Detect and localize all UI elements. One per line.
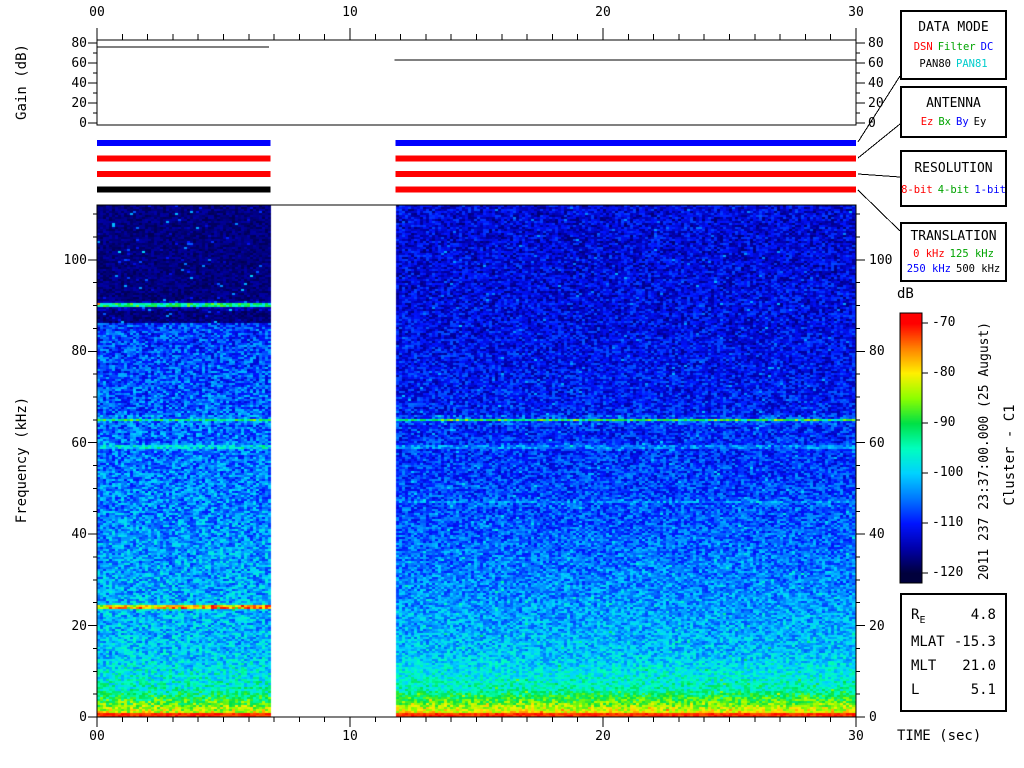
legend-item: 125 kHz bbox=[949, 247, 994, 260]
resolution-panel: RESOLUTION 8-bit 4-bit 1-bit bbox=[900, 150, 1007, 207]
tick-label: 0 bbox=[79, 116, 87, 131]
status-bar-segment-resolution-bar bbox=[395, 171, 856, 177]
translation-row-1: 0 kHz 125 kHz bbox=[913, 248, 994, 260]
tick-label: 80 bbox=[71, 344, 87, 360]
ephemeris-row: L 5.1 bbox=[911, 682, 996, 698]
time-axis-title: TIME (sec) bbox=[897, 728, 982, 744]
data-mode-title: DATA MODE bbox=[918, 19, 989, 35]
data-mode-row-1: DSN Filter DC bbox=[914, 41, 994, 53]
tick-label: 20 bbox=[595, 729, 611, 744]
antenna-panel: ANTENNA Ez Bx By Ey bbox=[900, 86, 1007, 138]
timestamp-label: 2011 237 23:37:00.000 (25 August) bbox=[977, 321, 992, 581]
tick-label: -120 bbox=[932, 565, 964, 580]
antenna-row: Ez Bx By Ey bbox=[921, 116, 987, 128]
tick-label: 20 bbox=[71, 96, 87, 111]
ephemeris-row: MLT 21.0 bbox=[911, 658, 996, 674]
legend-item: Filter bbox=[937, 40, 976, 53]
tick-label: 100 bbox=[869, 252, 893, 268]
gain-plot-frame bbox=[96, 39, 857, 126]
tick-label: 20 bbox=[595, 5, 611, 20]
spectrogram-canvas bbox=[97, 205, 856, 717]
tick-label: 80 bbox=[869, 344, 885, 360]
data-mode-row-2: PAN80 PAN81 bbox=[919, 58, 987, 70]
legend-item: DC bbox=[980, 40, 994, 53]
tick-label: 40 bbox=[71, 527, 87, 543]
legend-item: PAN80 bbox=[919, 58, 951, 71]
tick-label: 20 bbox=[869, 618, 885, 634]
tick-label: 00 bbox=[89, 729, 105, 744]
legend-item: 250 kHz bbox=[906, 262, 951, 275]
frequency-axis-title: Frequency (kHz) bbox=[14, 396, 30, 524]
ephemeris-value: 4.8 bbox=[970, 607, 996, 624]
status-bar-segment-translation-bar bbox=[97, 186, 271, 193]
tick-label: -70 bbox=[932, 315, 956, 330]
ephemeris-value: 5.1 bbox=[970, 681, 996, 698]
legend-item: 0 kHz bbox=[913, 247, 945, 260]
tick-label: 20 bbox=[868, 96, 884, 111]
tick-label: 40 bbox=[869, 527, 885, 543]
legend-item: 500 kHz bbox=[956, 262, 1001, 275]
gain-axis-title: Gain (dB) bbox=[14, 44, 30, 120]
tick-label: 0 bbox=[79, 710, 87, 725]
legend-item: DSN bbox=[913, 40, 933, 53]
status-bar-segment-resolution-bar bbox=[97, 171, 271, 177]
legend-item: Ey bbox=[973, 116, 987, 129]
tick-label: 40 bbox=[868, 76, 884, 91]
legend-item: By bbox=[956, 116, 969, 129]
translation-title: TRANSLATION bbox=[910, 229, 997, 245]
tick-label: 80 bbox=[71, 36, 87, 51]
translation-row-2: 250 kHz 500 kHz bbox=[907, 263, 1001, 275]
ephemeris-label: MLAT bbox=[911, 633, 945, 650]
tick-label: -80 bbox=[932, 365, 956, 380]
spacecraft-label: Cluster - C1 bbox=[1002, 404, 1018, 506]
ephemeris-value: 21.0 bbox=[962, 657, 996, 674]
tick-label: 0 bbox=[869, 710, 877, 725]
tick-label: 30 bbox=[848, 5, 864, 20]
status-bar-segment-data-mode-bar bbox=[395, 140, 856, 146]
tick-label: 60 bbox=[869, 435, 885, 451]
tick-label: 60 bbox=[868, 56, 884, 71]
antenna-title: ANTENNA bbox=[926, 95, 981, 111]
resolution-row: 8-bit 4-bit 1-bit bbox=[901, 184, 1006, 196]
ephemeris-row: RE 4.8 bbox=[911, 607, 996, 626]
tick-label: 10 bbox=[342, 729, 358, 744]
tick-label: 40 bbox=[71, 76, 87, 91]
tick-label: 00 bbox=[89, 5, 105, 20]
legend-item: 4-bit bbox=[937, 183, 970, 196]
ephemeris-value: -15.3 bbox=[953, 633, 996, 650]
ephemeris-label: RE bbox=[911, 607, 926, 626]
legend-item: PAN81 bbox=[956, 58, 988, 71]
legend-item: 1-bit bbox=[974, 183, 1006, 196]
status-bar-segment-data-mode-bar bbox=[97, 140, 271, 146]
tick-label: 30 bbox=[848, 729, 864, 744]
status-bar-segment-translation-bar bbox=[395, 186, 856, 193]
tick-label: 0 bbox=[868, 116, 876, 131]
callout-line bbox=[857, 173, 901, 178]
callout-line bbox=[857, 189, 901, 232]
ephemeris-label: MLT bbox=[911, 657, 937, 674]
tick-label: -110 bbox=[932, 515, 964, 530]
status-bar-segment-antenna-bar bbox=[97, 155, 271, 162]
tick-label: -100 bbox=[932, 465, 964, 480]
ephemeris-label: L bbox=[911, 681, 920, 698]
resolution-title: RESOLUTION bbox=[914, 161, 993, 177]
tick-label: 60 bbox=[71, 56, 87, 71]
tick-label: 60 bbox=[71, 435, 87, 451]
tick-label: -90 bbox=[932, 415, 956, 430]
legend-item: 8-bit bbox=[901, 183, 933, 196]
legend-item: Ez bbox=[920, 116, 934, 129]
tick-label: 100 bbox=[63, 252, 87, 268]
colorbar-unit-label: dB bbox=[897, 286, 914, 302]
ephemeris-panel: RE 4.8 MLAT -15.3 MLT 21.0 L 5.1 bbox=[900, 593, 1007, 712]
tick-label: 10 bbox=[342, 5, 358, 20]
tick-label: 20 bbox=[71, 618, 87, 634]
tick-label: 80 bbox=[868, 36, 884, 51]
ephemeris-row: MLAT -15.3 bbox=[911, 634, 996, 650]
status-bar-segment-antenna-bar bbox=[395, 155, 856, 162]
translation-panel: TRANSLATION 0 kHz 125 kHz 250 kHz 500 kHz bbox=[900, 222, 1007, 282]
data-mode-panel: DATA MODE DSN Filter DC PAN80 PAN81 bbox=[900, 10, 1007, 80]
legend-item: Bx bbox=[938, 116, 951, 129]
